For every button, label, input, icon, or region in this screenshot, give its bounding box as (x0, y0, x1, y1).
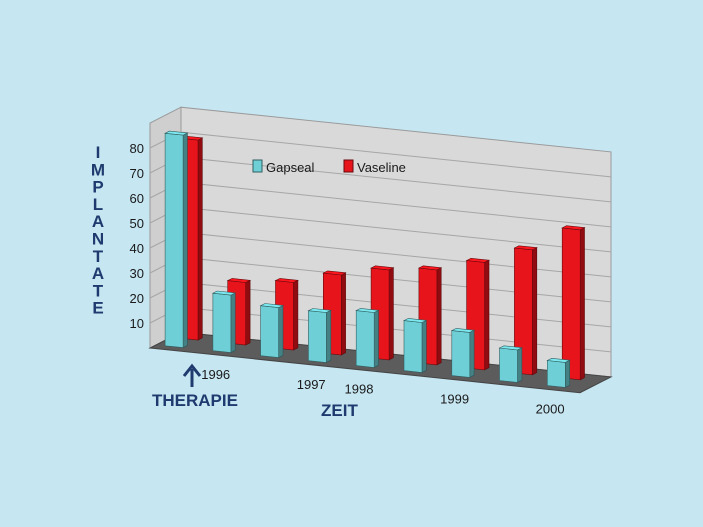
y-axis-label-letter: E (92, 299, 103, 318)
x-tick-label: 1998 (345, 382, 374, 397)
bar-gapseal (211, 290, 237, 354)
therapy-label: THERAPIE (152, 391, 238, 410)
legend-label-gapseal: Gapseal (266, 160, 315, 175)
bar-gapseal (498, 345, 523, 383)
x-tick-labels: 1996 1997 1998 1999 2000 (201, 367, 564, 417)
y-axis-label-letter: T (93, 247, 104, 266)
bar-vaseline (561, 225, 586, 381)
y-axis-label-letter: A (92, 264, 104, 283)
x-tick-label: 1997 (297, 377, 326, 392)
x-tick-label: 2000 (536, 402, 565, 417)
y-tick-label: 70 (130, 166, 144, 181)
legend-swatch-gapseal (252, 159, 263, 173)
y-axis-label-letter: A (92, 212, 104, 231)
legend-item-vaseline: Vaseline (343, 159, 406, 175)
legend-swatch-vaseline (343, 159, 354, 173)
y-tick-label: 60 (130, 191, 144, 206)
y-tick-label: 30 (130, 266, 144, 281)
y-axis-label-letter: T (93, 281, 104, 300)
y-tick-labels: 10 20 30 40 50 60 70 80 (130, 141, 144, 331)
y-axis-label-letter: N (92, 230, 104, 249)
x-tick-label: 1999 (440, 392, 469, 407)
bar-gapseal (164, 130, 189, 349)
y-tick-label: 80 (130, 141, 144, 156)
y-axis-label-letter: M (91, 160, 105, 179)
x-axis-label: ZEIT (321, 401, 358, 420)
x-tick-label: 1996 (201, 367, 230, 382)
y-axis-label-letter: L (93, 195, 103, 214)
bars (164, 130, 586, 388)
bar-gapseal (307, 308, 332, 363)
bar-gapseal (546, 357, 571, 388)
bar-gapseal (259, 303, 285, 359)
y-tick-label: 50 (130, 216, 144, 231)
y-tick-label: 40 (130, 241, 144, 256)
bar-gapseal (402, 318, 428, 373)
legend-item-gapseal: Gapseal (252, 159, 315, 175)
y-axis-label-letter: P (92, 178, 103, 197)
legend-label-vaseline: Vaseline (357, 160, 406, 175)
bar-vaseline (513, 245, 538, 376)
bar-gapseal (450, 328, 476, 378)
bar-gapseal (355, 308, 380, 368)
y-axis-label-letter: I (96, 143, 101, 162)
legend: Gapseal Vaseline (252, 159, 406, 175)
arrow-up-icon (182, 363, 202, 387)
y-tick-label: 20 (130, 291, 144, 306)
y-tick-label: 10 (130, 316, 144, 331)
